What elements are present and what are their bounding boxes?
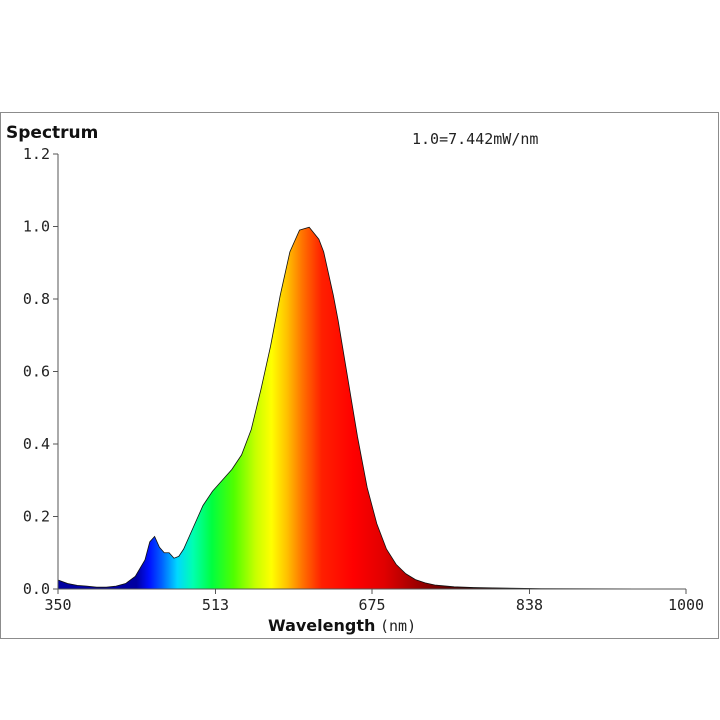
- y-tick-label: 0.8: [23, 290, 50, 308]
- spectrum-area: [58, 227, 686, 590]
- y-tick-label: 1.2: [23, 145, 50, 163]
- y-tick-label: 1.0: [23, 218, 50, 236]
- x-tick-label: 838: [516, 596, 543, 614]
- chart-title: Spectrum: [6, 123, 98, 143]
- y-tick-label: 0.4: [23, 435, 50, 453]
- x-tick-label: 1000: [668, 596, 704, 614]
- x-axis-unit: (nm): [380, 617, 416, 635]
- spectrum-line: [57, 226, 687, 590]
- scale-note: 1.0=7.442mW/nm: [412, 130, 538, 148]
- y-tick-label: 0.2: [23, 508, 50, 526]
- y-tick-label: 0.6: [23, 363, 50, 381]
- x-axis-label: Wavelength: [268, 616, 375, 635]
- x-tick-label: 350: [44, 596, 71, 614]
- x-tick-label: 675: [358, 596, 385, 614]
- y-tick-label: 0.0: [23, 580, 50, 598]
- x-tick-label: 513: [202, 596, 229, 614]
